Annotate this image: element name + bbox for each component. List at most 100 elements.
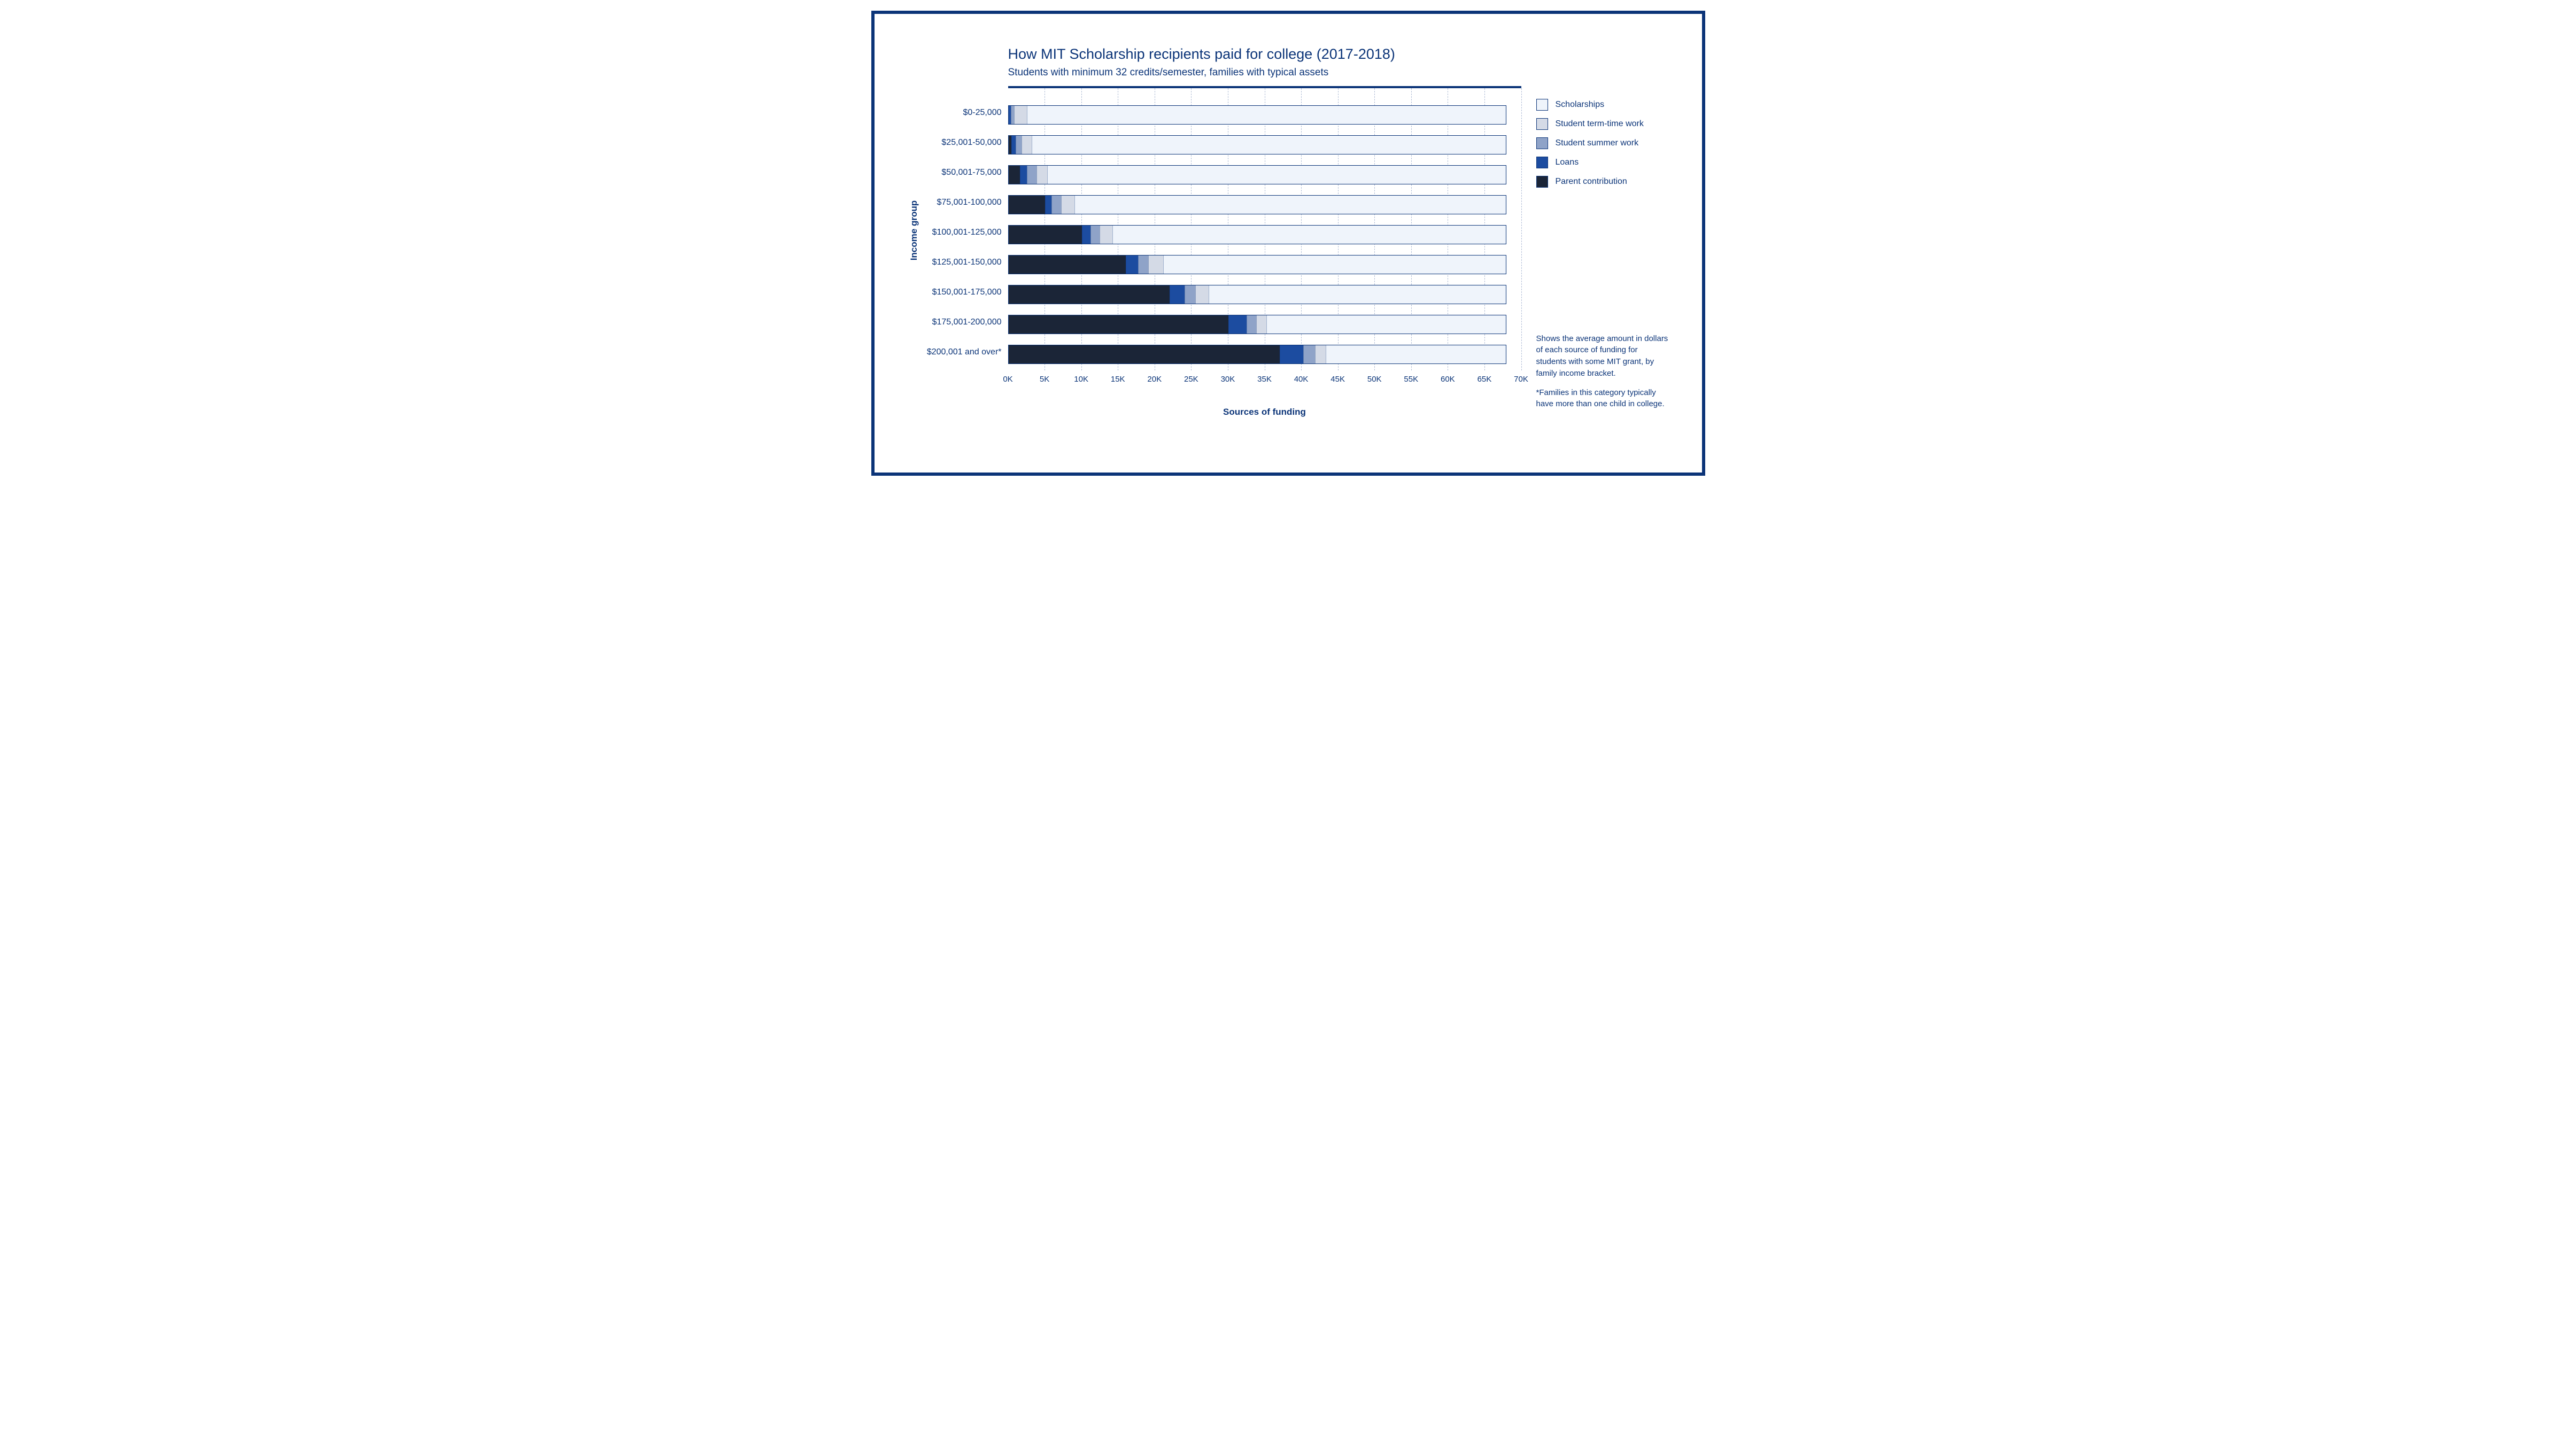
stacked-bar (1008, 315, 1507, 334)
y-tick-label: $150,001-175,000 (923, 277, 1008, 307)
bar-segment-parent (1009, 166, 1020, 184)
y-axis-label: Income group (909, 200, 920, 260)
bar-segment-scholarships (1032, 136, 1506, 154)
legend: Scholarships Student term-time work Studen… (1536, 86, 1670, 195)
legend-item-scholarships: Scholarships (1536, 99, 1670, 111)
y-axis-tick-labels: $0-25,000$25,001-50,000$50,001-75,000$75… (923, 86, 1008, 417)
legend-label: Loans (1556, 158, 1579, 167)
y-tick-label: $50,001-75,000 (923, 158, 1008, 188)
stacked-bar (1008, 225, 1507, 244)
bar-row (1008, 309, 1521, 339)
x-tick-label: 60K (1441, 375, 1455, 384)
bar-segment-loans (1045, 196, 1051, 214)
bar-row (1008, 220, 1521, 250)
stacked-bar (1008, 195, 1507, 214)
bar-segment-loans (1126, 256, 1138, 274)
legend-item-loans: Loans (1536, 157, 1670, 168)
x-tick-label: 0K (1003, 375, 1012, 384)
bar-segment-scholarships (1326, 345, 1506, 363)
bar-segment-loans (1011, 136, 1016, 154)
x-axis-label: Sources of funding (1008, 407, 1521, 417)
bar-segment-parent (1009, 256, 1126, 274)
bar-row (1008, 250, 1521, 280)
x-tick-label: 70K (1514, 375, 1528, 384)
y-tick-label: $100,001-125,000 (923, 218, 1008, 247)
bar-segment-summer (1051, 196, 1061, 214)
y-tick-label: $175,001-200,000 (923, 307, 1008, 337)
chart-title: How MIT Scholarship recipients paid for … (1008, 46, 1670, 63)
bar-row (1008, 190, 1521, 220)
legend-label: Parent contribution (1556, 177, 1627, 187)
bar-segment-summer (1138, 256, 1148, 274)
bar-segment-loans (1082, 226, 1090, 244)
notes: Shows the average amount in dollars of e… (1536, 333, 1670, 418)
x-tick-label: 30K (1221, 375, 1235, 384)
bar-segment-term (1256, 315, 1266, 334)
stacked-bar (1008, 135, 1507, 154)
bar-segment-scholarships (1209, 285, 1506, 304)
bar-segment-scholarships (1047, 166, 1506, 184)
x-tick-label: 5K (1040, 375, 1049, 384)
bar-segment-scholarships (1074, 196, 1506, 214)
x-tick-label: 15K (1111, 375, 1125, 384)
y-tick-label: $125,001-150,000 (923, 247, 1008, 277)
bar-segment-term (1315, 345, 1326, 363)
bar-segment-scholarships (1112, 226, 1506, 244)
bar-row (1008, 130, 1521, 160)
bar-segment-loans (1228, 315, 1247, 334)
bar-row (1008, 280, 1521, 309)
bar-segment-summer (1016, 136, 1022, 154)
bar-segment-term (1036, 166, 1048, 184)
bar-segment-summer (1185, 285, 1196, 304)
chart-header: How MIT Scholarship recipients paid for … (1008, 46, 1670, 79)
y-tick-label: $75,001-100,000 (923, 188, 1008, 218)
legend-label: Student term-time work (1556, 119, 1644, 129)
y-axis-label-wrap: Income group (907, 43, 923, 417)
bar-segment-parent (1009, 285, 1170, 304)
y-tick-label: $25,001-50,000 (923, 128, 1008, 158)
chart-body: Income group $0-25,000$25,001-50,000$50,… (907, 86, 1670, 417)
bar-segment-summer (1303, 345, 1315, 363)
stacked-bar (1008, 255, 1507, 274)
x-tick-label: 45K (1330, 375, 1345, 384)
bar-segment-term (1022, 136, 1032, 154)
bar-segment-scholarships (1163, 256, 1506, 274)
gridline (1521, 88, 1522, 370)
x-tick-label: 40K (1294, 375, 1309, 384)
stacked-bar (1008, 285, 1507, 304)
bar-segment-summer (1090, 226, 1099, 244)
legend-item-parent: Parent contribution (1536, 176, 1670, 188)
bar-segment-scholarships (1266, 315, 1506, 334)
plot-area (1008, 88, 1521, 370)
x-tick-label: 65K (1477, 375, 1492, 384)
x-tick-label: 50K (1367, 375, 1382, 384)
bar-segment-parent (1009, 196, 1046, 214)
bar-segment-parent (1009, 345, 1280, 363)
x-tick-label: 55K (1404, 375, 1418, 384)
y-tick-label: $0-25,000 (923, 98, 1008, 128)
y-tick-label: $200,001 and over* (923, 337, 1008, 367)
x-tick-label: 35K (1257, 375, 1272, 384)
stacked-bar (1008, 165, 1507, 184)
legend-label: Scholarships (1556, 100, 1605, 110)
legend-swatch (1536, 176, 1548, 188)
chart-frame: How MIT Scholarship recipients paid for … (871, 11, 1705, 476)
x-tick-label: 10K (1074, 375, 1088, 384)
stacked-bar (1008, 105, 1507, 125)
bar-row (1008, 339, 1521, 369)
legend-swatch (1536, 118, 1548, 130)
bar-segment-scholarships (1027, 106, 1506, 124)
legend-label: Student summer work (1556, 138, 1639, 148)
legend-swatch (1536, 157, 1548, 168)
bar-segment-summer (1247, 315, 1256, 334)
plot-area-outer: 0K5K10K15K20K25K30K35K40K45K50K55K60K65K… (1008, 86, 1521, 417)
bar-segment-summer (1011, 106, 1015, 124)
bar-row (1008, 160, 1521, 190)
bar-segment-term (1061, 196, 1074, 214)
bars-container (1008, 88, 1521, 369)
bar-segment-term (1195, 285, 1209, 304)
x-axis-ticks: 0K5K10K15K20K25K30K35K40K45K50K55K60K65K… (1008, 375, 1521, 388)
bar-segment-term (1100, 226, 1113, 244)
legend-item-summer: Student summer work (1536, 137, 1670, 149)
legend-item-term: Student term-time work (1536, 118, 1670, 130)
